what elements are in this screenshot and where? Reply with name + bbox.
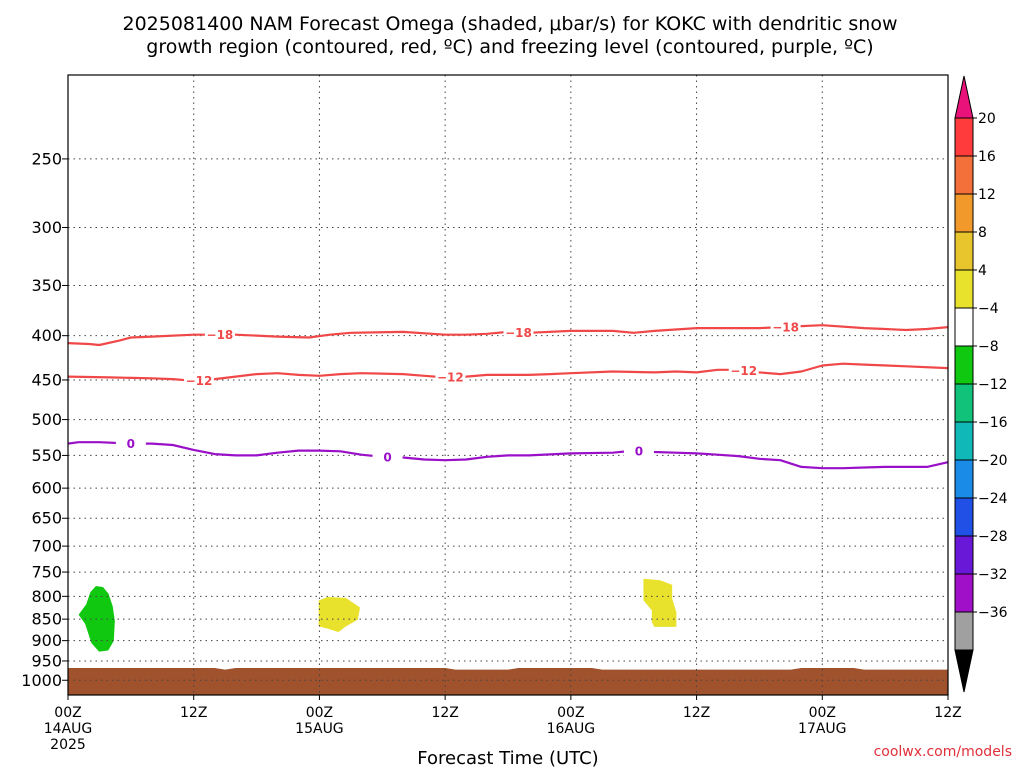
y-tick-label-450: 450 [31,370,62,389]
y-tick-label-800: 800 [31,587,62,606]
contour-label-bg [435,369,466,385]
y-tick-label-250: 250 [31,149,62,168]
contour-label-1-3: −18 [772,320,799,334]
contour-label-3-1: 0 [127,437,135,451]
colorbar-segment-7 [954,345,974,385]
y-tick-label-400: 400 [31,326,62,345]
y-tick-label-550: 550 [31,446,62,465]
colorbar-label-4: 8 [978,225,987,241]
contour-label-bg [204,326,235,342]
omega-region-2 [318,596,360,633]
x-tick-label-0-2: 14AUG [44,721,93,737]
contour-line-3 [67,441,949,470]
omega-region-3 [643,578,677,627]
contour-label-2-3: −12 [730,364,757,378]
colorbar-segment-2 [954,155,974,195]
y-tick-label-750: 750 [31,563,62,582]
terrain-layer [68,668,948,695]
credit-text: coolwx.com/models [874,744,1012,760]
colorbar-segment-3 [954,193,974,233]
contour-label-bg [183,372,214,388]
colorbar-label-13: −32 [978,567,1008,583]
x-tick-label-60-1: 12Z [683,705,710,721]
colorbar-top-arrow [954,75,974,119]
colorbar-segment-11 [954,497,974,537]
chart-title-line2: growth region (contoured, red, ºC) and f… [146,36,873,58]
terrain-fill [68,668,948,695]
contour-label-2-1: −12 [186,374,213,388]
colorbar-segment-13 [954,573,974,613]
colorbar-label-1: 20 [978,111,996,127]
x-tick-label-24-1: 00Z [306,705,333,721]
y-tick-label-500: 500 [31,410,62,429]
colorbar-segment-6 [954,307,974,347]
y-tick-label-600: 600 [31,479,62,498]
y-tick-label-700: 700 [31,537,62,556]
colorbar-segment-5 [954,269,974,309]
colorbar-segment-4 [954,231,974,271]
colorbar-label-7: −8 [978,339,999,355]
contour-label-bg [728,362,759,378]
y-tick-label-300: 300 [31,218,62,237]
colorbar-segment-12 [954,535,974,575]
colorbar-segment-14 [954,611,974,651]
contour-label-bg [115,435,146,451]
x-tick-label-48-1: 00Z [557,705,584,721]
colorbar-label-10: −20 [978,453,1008,469]
colorbar-segment-8 [954,383,974,423]
y-tick-label-950: 950 [31,651,62,670]
y-tick-label-350: 350 [31,276,62,295]
colorbar-segment-9 [954,421,974,461]
contour-label-bg [503,324,534,340]
contour-line-2 [67,362,949,382]
x-tick-label-12-1: 12Z [180,705,207,721]
colorbar-segment-1 [954,117,974,157]
plot-frame [67,74,949,696]
x-tick-label-72-1: 00Z [809,705,836,721]
x-tick-label-24-2: 15AUG [295,721,344,737]
colorbar-bottom-arrow [954,649,974,693]
y-tick-label-850: 850 [31,610,62,629]
chart-title-line1: 2025081400 NAM Forecast Omega (shaded, μ… [122,13,897,35]
y-tick-label-1000: 1000 [21,671,62,690]
x-tick-label-84-1: 12Z [934,705,961,721]
contour-layer: −18 −18 −18 −12 −12 −12 0 0 0 [67,318,949,470]
colorbar-label-14: −36 [978,605,1008,621]
x-tick-label-0-1: 00Z [54,705,81,721]
x-tick-label-72-2: 17AUG [798,721,847,737]
contour-label-3-3: 0 [635,444,643,458]
contour-label-1-1: −18 [207,328,234,342]
colorbar-label-11: −24 [978,491,1008,507]
contour-label-bg [372,448,403,464]
colorbar-label-8: −12 [978,377,1008,393]
y-tick-label-650: 650 [31,509,62,528]
x-tick-label-48-2: 16AUG [547,721,596,737]
colorbar-label-3: 12 [978,187,996,203]
colorbar-label-2: 16 [978,149,996,165]
omega-shading-layer [78,578,677,652]
x-axis-title: Forecast Time (UTC) [417,748,598,768]
colorbar-label-6: −4 [978,301,999,317]
colorbar-label-12: −28 [978,529,1008,545]
contour-label-3-2: 0 [383,450,391,464]
x-tick-label-0-3: 2025 [50,737,86,753]
colorbar-label-9: −16 [978,415,1008,431]
x-tick-label-36-1: 12Z [431,705,458,721]
colorbar-segment-10 [954,459,974,499]
y-tick-label-900: 900 [31,631,62,650]
y-axis-ticks: 250 300 350 400 450 500 550 600 650 700 750 800 850 9… [21,149,68,690]
contour-label-bg [623,442,654,458]
contour-label-bg [770,318,801,334]
colorbar-label-5: 4 [978,263,987,279]
contour-label-2-2: −12 [437,371,464,385]
colorbar: 20 16 12 8 4 −4 −8 −12 −16 −20 −24 −28 −32 −36 [954,75,1008,693]
contour-label-1-2: −18 [505,326,532,340]
